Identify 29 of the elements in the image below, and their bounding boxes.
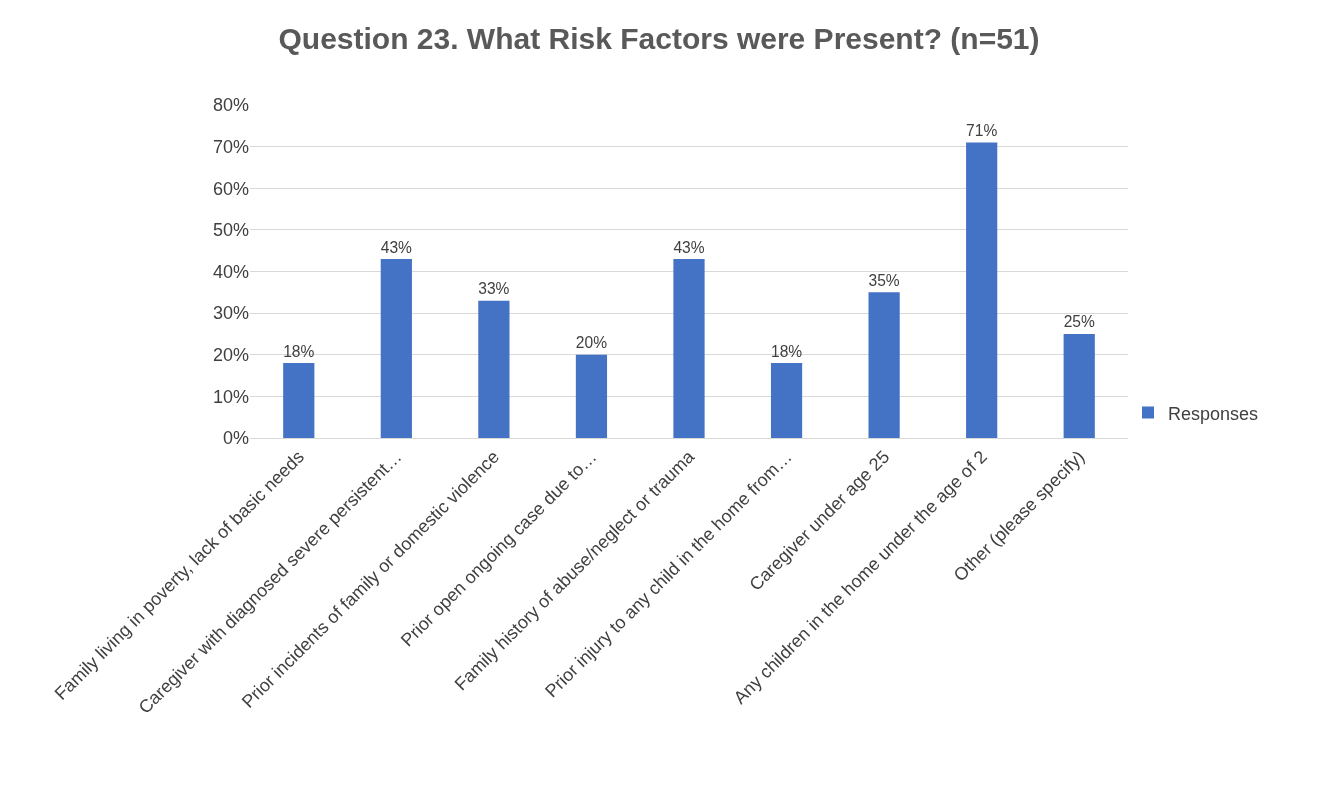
- bar: [673, 259, 705, 438]
- bar: [380, 259, 412, 438]
- bar: [868, 292, 900, 438]
- bar: [283, 363, 315, 438]
- data-label: 35%: [868, 271, 900, 289]
- data-label: 18%: [770, 342, 803, 360]
- bar: [770, 363, 803, 438]
- data-label: 71%: [966, 121, 998, 139]
- y-tick-label: 20%: [212, 345, 249, 366]
- y-tick-label: 40%: [212, 261, 249, 282]
- bar: [1063, 333, 1095, 438]
- y-tick-label: 50%: [212, 220, 249, 241]
- y-tick-label: 70%: [212, 136, 249, 157]
- data-label: 18%: [283, 342, 315, 360]
- y-tick-label: 60%: [212, 178, 249, 199]
- bar: [575, 354, 608, 438]
- data-label: 33%: [478, 280, 510, 298]
- y-tick-label: 0%: [222, 428, 249, 449]
- data-label: 43%: [673, 238, 705, 256]
- legend-label: Responses: [1168, 403, 1259, 424]
- data-label: 20%: [575, 334, 608, 352]
- data-label: 25%: [1063, 313, 1095, 331]
- y-tick-label: 30%: [212, 303, 249, 324]
- y-tick-label: 80%: [212, 95, 249, 116]
- y-tick-label: 10%: [212, 386, 249, 407]
- data-label: 43%: [380, 238, 413, 256]
- bar: [478, 300, 510, 438]
- chart-title: Question 23. What Risk Factors were Present? (n=51): [278, 21, 1040, 55]
- bar: [966, 142, 998, 438]
